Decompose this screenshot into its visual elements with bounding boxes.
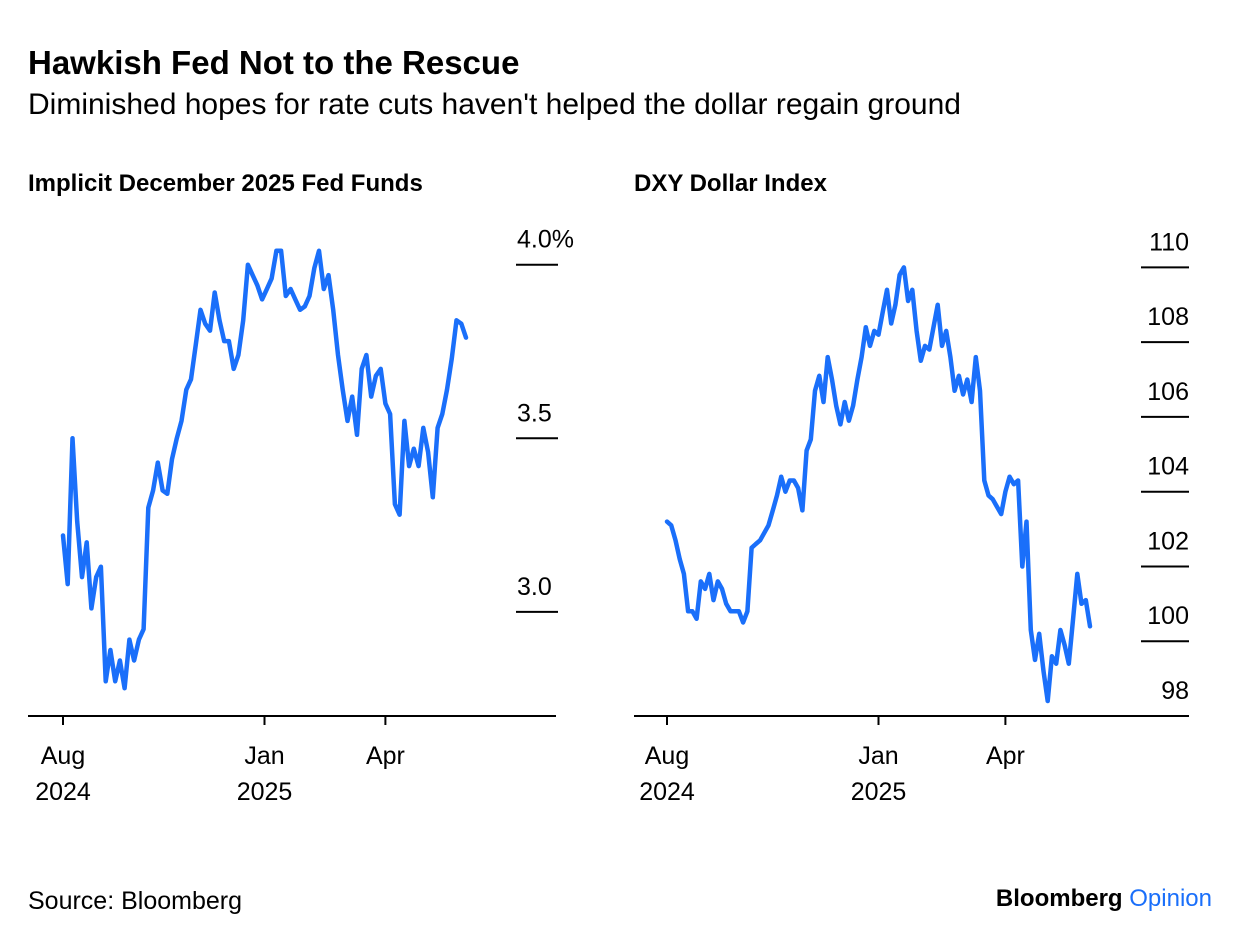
data-line bbox=[60, 248, 469, 691]
y-tick-label: 108 bbox=[1147, 303, 1189, 331]
y-tick-label: 3.0 bbox=[517, 573, 552, 601]
y-tick-label: 3.5 bbox=[517, 399, 552, 427]
y-tick-label: 110 bbox=[1149, 228, 1189, 256]
x-tick-label: Apr bbox=[365, 742, 405, 770]
panel-title: DXY Dollar Index bbox=[634, 170, 828, 197]
y-tick-label: 4.0% bbox=[517, 226, 574, 254]
x-tick-label: Aug 2024 bbox=[35, 742, 91, 806]
y-tick-label: 102 bbox=[1147, 527, 1189, 555]
title: Hawkish Fed Not to the Rescue bbox=[28, 44, 519, 81]
data-line bbox=[664, 265, 1093, 704]
logo-product: Opinion bbox=[1129, 885, 1212, 912]
y-tick-label: 106 bbox=[1147, 378, 1189, 406]
source: Source: Bloomberg bbox=[28, 887, 242, 915]
subtitle: Diminished hopes for rate cuts haven't h… bbox=[28, 88, 961, 121]
x-tick-label: Apr bbox=[985, 742, 1025, 770]
x-tick-label: Jan 2025 bbox=[850, 742, 907, 806]
x-tick-label: Jan 2025 bbox=[236, 742, 293, 806]
y-tick-label: 100 bbox=[1147, 602, 1189, 630]
logo: Bloomberg Opinion bbox=[996, 885, 1212, 912]
logo-brand: Bloomberg bbox=[996, 885, 1123, 912]
panel-title: Implicit December 2025 Fed Funds bbox=[28, 170, 423, 197]
x-tick-label: Aug 2024 bbox=[639, 742, 695, 806]
y-tick-label: 104 bbox=[1147, 453, 1189, 481]
y-tick-label: 98 bbox=[1161, 677, 1189, 705]
